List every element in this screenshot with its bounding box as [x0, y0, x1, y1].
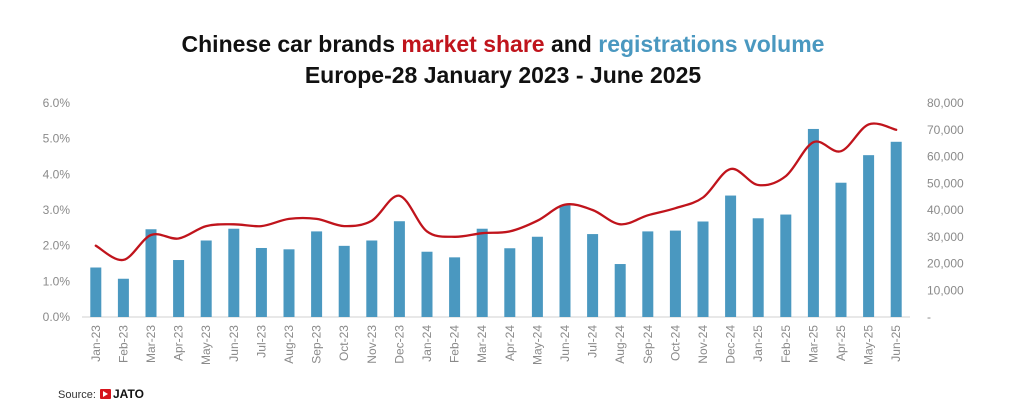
left-tick-label: 3.0% — [43, 203, 71, 217]
left-tick-label: 6.0% — [43, 96, 71, 110]
x-tick-label: Jan-23 — [89, 325, 103, 362]
source-label: Source: — [58, 389, 96, 401]
bar — [173, 260, 185, 317]
left-tick-label: 4.0% — [43, 167, 71, 181]
right-tick-label: 40,000 — [927, 203, 964, 217]
x-tick-label: Jul-23 — [254, 325, 268, 358]
bar — [559, 205, 571, 317]
chart-title-line-1: Chinese car brands market share and regi… — [182, 31, 825, 57]
right-tick-label: - — [927, 310, 931, 324]
bar — [890, 141, 902, 317]
right-tick-label: 50,000 — [927, 176, 964, 190]
bar — [614, 264, 626, 317]
left-axis: 0.0% 1.0% 2.0% 3.0% 4.0% 5.0% 6.0% — [43, 96, 71, 324]
x-tick-label: Jan-24 — [420, 325, 434, 362]
right-tick-label: 20,000 — [927, 257, 964, 271]
x-tick-label: Nov-23 — [365, 325, 379, 364]
x-tick-label: Dec-23 — [392, 325, 406, 364]
x-tick-label: Jul-24 — [586, 325, 600, 358]
bar — [725, 195, 737, 317]
right-tick-label: 60,000 — [927, 150, 964, 164]
bar — [366, 240, 378, 317]
left-tick-label: 5.0% — [43, 132, 71, 146]
x-axis: Jan-23 Feb-23 Mar-23 Apr-23 May-23 Jun-23 Jul-… — [89, 325, 903, 365]
chart-title-segment-0: Chinese car brands — [182, 31, 402, 57]
x-tick-label: Apr-23 — [172, 325, 186, 361]
x-tick-label: Oct-24 — [668, 325, 682, 361]
bar — [200, 240, 212, 317]
x-tick-label: Feb-25 — [779, 325, 793, 363]
right-tick-label: 70,000 — [927, 123, 964, 137]
chart-title-segment-2: and — [545, 31, 599, 57]
bar — [531, 236, 543, 317]
x-tick-label: Jun-23 — [227, 325, 241, 362]
bar — [145, 229, 157, 317]
bar — [476, 228, 488, 317]
left-tick-label: 0.0% — [43, 310, 71, 324]
x-tick-label: Mar-23 — [144, 325, 158, 363]
jato-logo: JATO — [100, 387, 144, 401]
chart-title-segment-1: market share — [401, 31, 544, 57]
bar — [752, 218, 764, 317]
jato-logo-arrow — [103, 391, 108, 397]
bar — [504, 248, 516, 317]
x-tick-label: Apr-25 — [834, 325, 848, 361]
bar — [228, 228, 240, 317]
bar — [780, 214, 792, 317]
bar — [587, 234, 599, 317]
chart-title-segment-3: registrations volume — [598, 31, 824, 57]
x-tick-label: Aug-24 — [613, 325, 627, 364]
right-axis: - 10,000 20,000 30,000 40,000 50,000 60,000 70,… — [927, 96, 964, 324]
bar — [697, 221, 709, 317]
bar — [311, 231, 323, 317]
bar — [421, 251, 433, 317]
bar — [835, 182, 847, 317]
bar — [863, 155, 875, 317]
x-tick-label: May-23 — [199, 325, 213, 365]
x-tick-label: Feb-23 — [116, 325, 130, 363]
left-tick-label: 1.0% — [43, 274, 71, 288]
bar — [642, 231, 654, 317]
right-tick-label: 30,000 — [927, 230, 964, 244]
x-tick-label: Mar-24 — [475, 325, 489, 363]
bar — [449, 257, 461, 317]
x-tick-label: Sep-24 — [641, 325, 655, 364]
market-share-line — [94, 122, 898, 262]
x-tick-label: Mar-25 — [806, 325, 820, 363]
chart-title-line-2: Europe-28 January 2023 - June 2025 — [305, 62, 702, 88]
x-tick-label: Jan-25 — [751, 325, 765, 362]
x-tick-label: Apr-24 — [503, 325, 517, 361]
right-tick-label: 10,000 — [927, 283, 964, 297]
bar-series — [90, 128, 902, 317]
x-tick-label: Oct-23 — [337, 325, 351, 361]
bar — [338, 245, 350, 317]
x-tick-label: Nov-24 — [696, 325, 710, 364]
x-tick-label: Sep-23 — [310, 325, 324, 364]
bar — [393, 221, 405, 317]
x-tick-label: May-25 — [862, 325, 876, 365]
right-tick-label: 80,000 — [927, 96, 964, 110]
bar — [117, 278, 129, 317]
bar — [255, 247, 267, 317]
x-tick-label: Feb-24 — [448, 325, 462, 363]
bar — [283, 249, 295, 317]
bar — [90, 267, 102, 317]
jato-logo-text: JATO — [113, 387, 144, 401]
bar — [807, 128, 819, 317]
x-tick-label: Dec-24 — [724, 325, 738, 364]
bar — [669, 230, 681, 317]
x-tick-label: Jun-25 — [889, 325, 903, 362]
x-tick-label: Aug-23 — [282, 325, 296, 364]
x-tick-label: Jun-24 — [558, 325, 572, 362]
left-tick-label: 2.0% — [43, 239, 71, 253]
x-tick-label: May-24 — [530, 325, 544, 365]
